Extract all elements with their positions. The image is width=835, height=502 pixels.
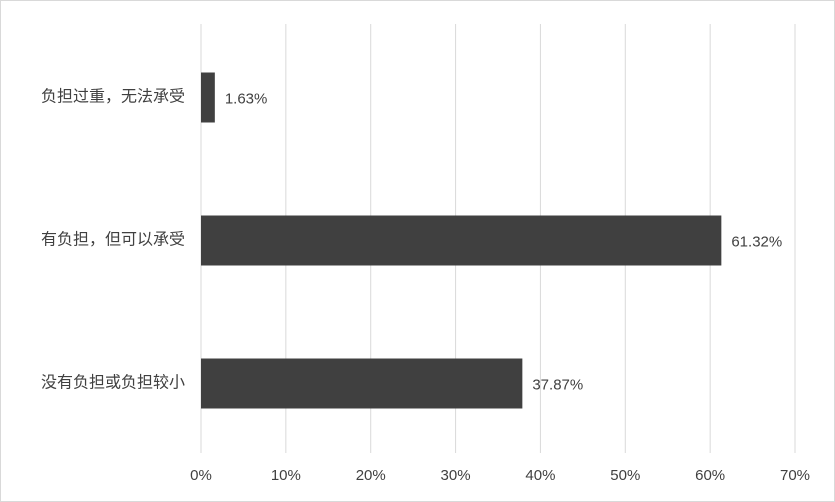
bar [201,215,722,266]
x-tick-label: 0% [190,467,212,484]
value-label: 37.87% [532,376,583,393]
x-tick-label: 50% [610,467,640,484]
x-tick-label: 70% [780,467,810,484]
value-label: 1.63% [225,90,268,107]
value-label: 61.32% [731,233,782,250]
x-tick-label: 60% [695,467,725,484]
bar [201,358,523,409]
y-tick-label: 没有负担或负担较小 [41,374,185,392]
bar [201,72,215,123]
x-tick-label: 20% [356,467,386,484]
y-tick-label: 有负担，但可以承受 [41,231,185,249]
x-tick-label: 10% [271,467,301,484]
x-tick-label: 40% [525,467,555,484]
y-tick-label: 负担过重，无法承受 [41,88,185,106]
x-tick-label: 30% [441,467,471,484]
